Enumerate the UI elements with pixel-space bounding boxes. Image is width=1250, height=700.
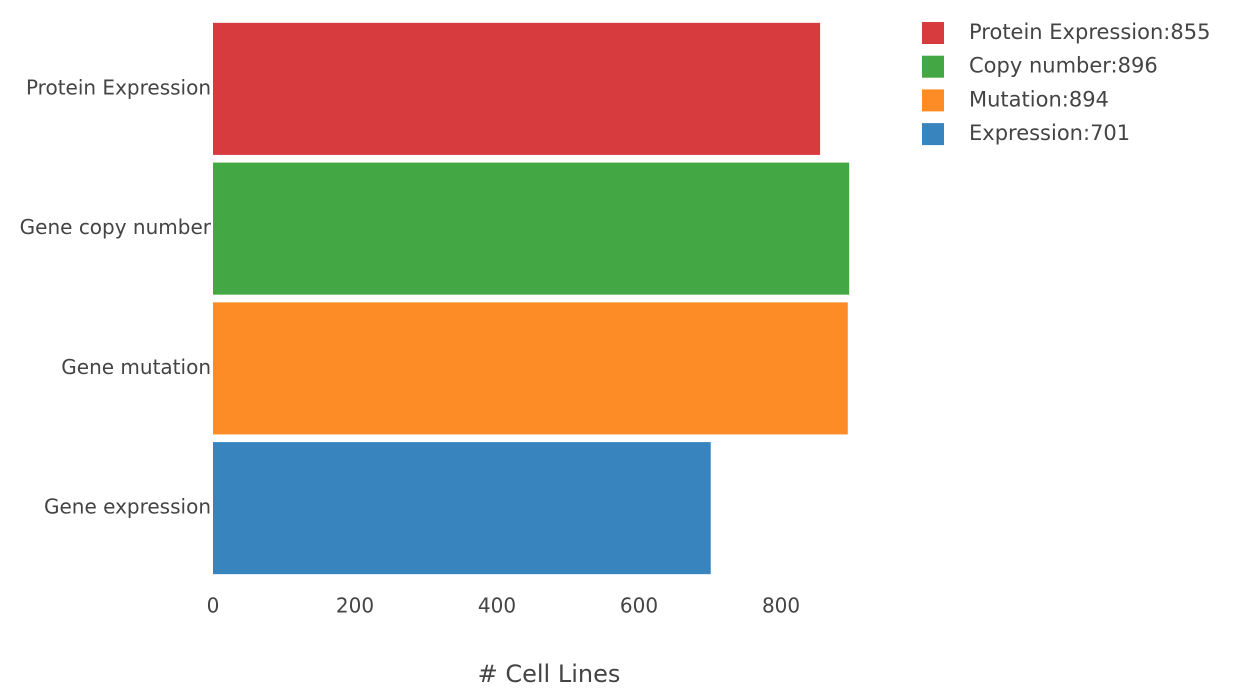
x-tick-label: 800 bbox=[762, 594, 800, 618]
legend-swatch bbox=[922, 123, 944, 146]
legend-label: Protein Expression:855 bbox=[969, 20, 1210, 44]
y-tick-label: Gene copy number bbox=[20, 215, 212, 239]
bar bbox=[213, 302, 848, 435]
legend-label: Mutation:894 bbox=[969, 87, 1109, 111]
legend-swatch bbox=[922, 55, 944, 78]
bar bbox=[213, 162, 850, 295]
x-axis-title: # Cell Lines bbox=[478, 660, 621, 688]
legend-label: Copy number:896 bbox=[969, 54, 1158, 78]
legend-swatch bbox=[922, 89, 944, 112]
y-tick-label: Protein Expression bbox=[26, 75, 211, 99]
y-tick-label: Gene mutation bbox=[61, 355, 211, 379]
y-tick-label: Gene expression bbox=[44, 495, 211, 519]
x-tick-label: 600 bbox=[620, 594, 658, 618]
x-tick-label: 400 bbox=[478, 594, 516, 618]
bar bbox=[213, 22, 821, 155]
x-tick-label: 200 bbox=[336, 594, 374, 618]
bar bbox=[213, 442, 711, 575]
legend-label: Expression:701 bbox=[969, 121, 1130, 145]
legend-swatch bbox=[922, 22, 944, 44]
x-tick-label: 0 bbox=[207, 594, 220, 618]
